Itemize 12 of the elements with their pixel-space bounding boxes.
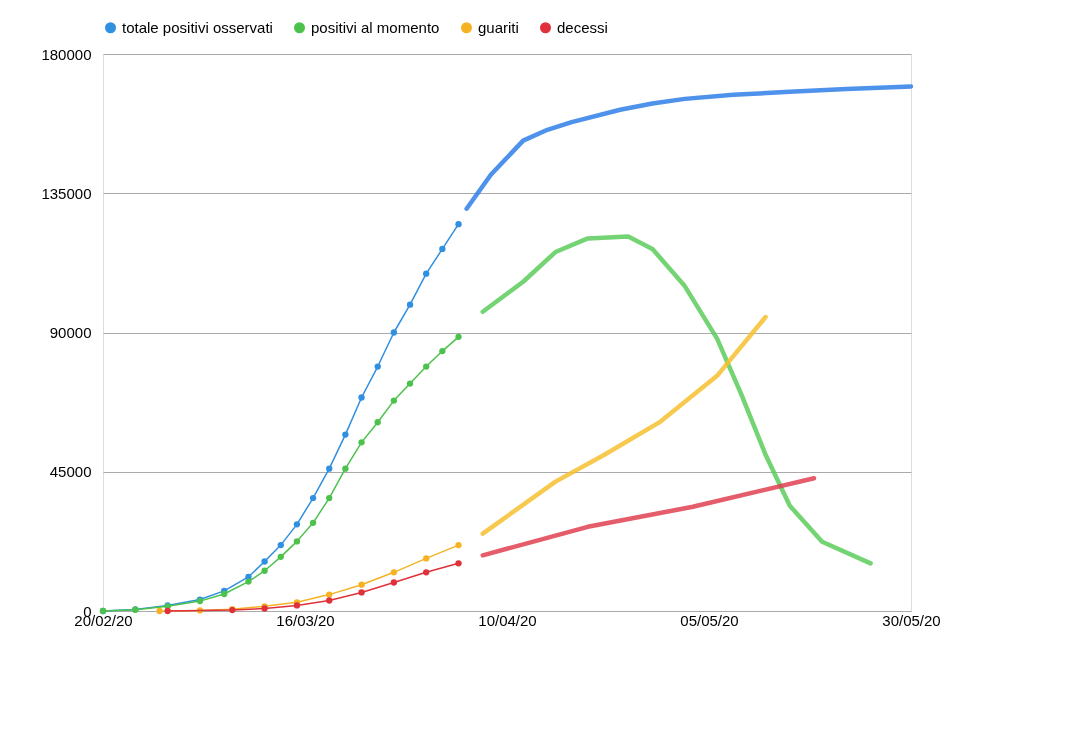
x-tick-label: 10/04/20: [478, 611, 537, 629]
x-tick-label: 30/05/20: [882, 611, 941, 629]
legend-label: guariti: [478, 18, 519, 36]
y-tick-label: 135000: [41, 184, 92, 202]
x-tick-label: 16/03/20: [276, 611, 335, 629]
legend-label: decessi: [557, 18, 608, 36]
legend-label: totale positivi osservati: [122, 18, 273, 36]
legend-label: positivi al momento: [311, 18, 440, 36]
y-tick-label: 180000: [41, 45, 92, 63]
y-tick-label: 45000: [49, 463, 92, 481]
x-tick-label: 05/05/20: [680, 611, 739, 629]
y-tick-label: 90000: [49, 324, 92, 341]
